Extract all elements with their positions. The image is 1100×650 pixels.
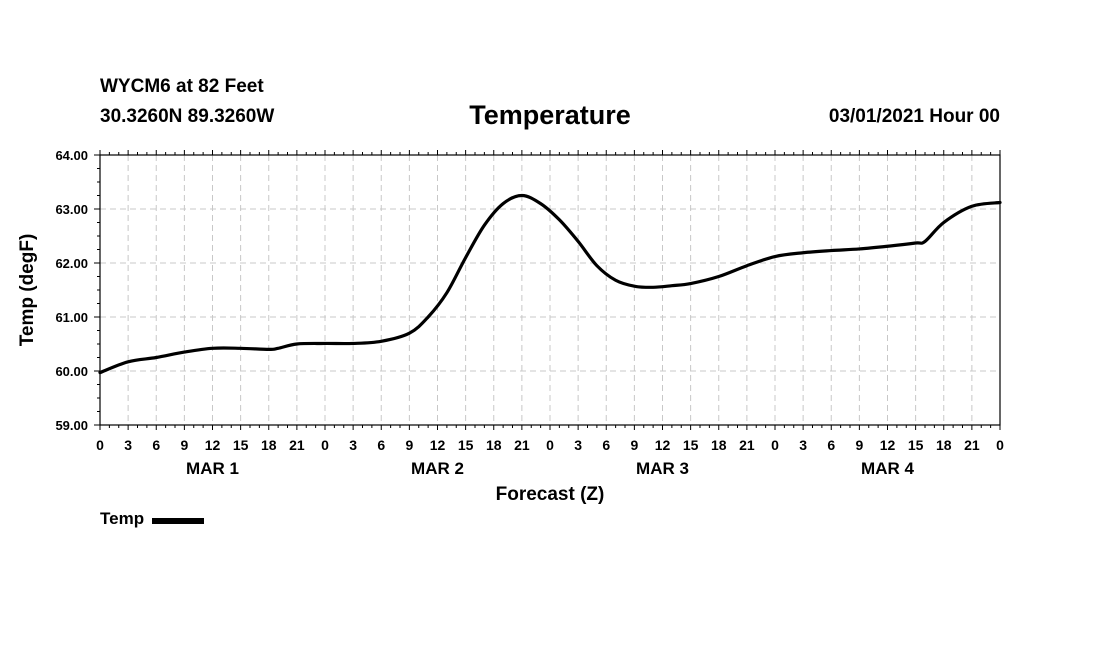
chart-title: Temperature (469, 100, 631, 130)
day-labels: MAR 1 MAR 2 MAR 3 MAR 4 (186, 459, 914, 478)
x-tick-label: 18 (486, 437, 502, 453)
x-tick-label: 3 (574, 437, 582, 453)
x-tick-label: 18 (711, 437, 727, 453)
x-tick-label: 0 (96, 437, 104, 453)
x-tick-label: 3 (799, 437, 807, 453)
x-tick-label: 6 (152, 437, 160, 453)
x-tick-label: 9 (630, 437, 638, 453)
x-tick-label: 0 (546, 437, 554, 453)
x-tick-label: 0 (996, 437, 1004, 453)
day-label: MAR 4 (861, 459, 914, 478)
x-tick-label: 12 (205, 437, 221, 453)
x-tick-label: 21 (289, 437, 305, 453)
x-tick-label: 12 (880, 437, 896, 453)
y-tick-label: 63.00 (55, 202, 88, 217)
y-axis-label: Temp (degF) (17, 234, 38, 347)
x-axis-label: Forecast (Z) (496, 484, 605, 505)
x-tick-label: 6 (827, 437, 835, 453)
x-tick-label: 15 (458, 437, 474, 453)
y-tick-label: 60.00 (55, 364, 88, 379)
x-tick-label: 15 (908, 437, 924, 453)
x-tick-label: 0 (321, 437, 329, 453)
x-tick-label: 18 (261, 437, 277, 453)
x-tick-label: 18 (936, 437, 952, 453)
day-label: MAR 2 (411, 459, 464, 478)
legend-label: Temp (100, 509, 145, 528)
x-tick-label: 9 (405, 437, 413, 453)
x-tick-label: 21 (739, 437, 755, 453)
x-tick-labels: 0 3 6 9 12 15 18 21 0 3 6 9 12 15 18 21 0 3 6 9 12 15 18 21 0 3 6 9… (96, 437, 1004, 453)
x-tick-label: 3 (124, 437, 132, 453)
x-tick-label: 21 (964, 437, 980, 453)
station-coordinates: 30.3260N 89.3260W (100, 106, 275, 127)
axis-ticks (94, 150, 1001, 430)
x-tick-label: 6 (377, 437, 385, 453)
x-tick-label: 9 (180, 437, 188, 453)
forecast-datetime: 03/01/2021 Hour 00 (828, 106, 1000, 127)
y-tick-label: 62.00 (55, 256, 88, 271)
y-tick-label: 59.00 (55, 418, 88, 433)
temp-series-line (98, 193, 1002, 375)
day-label: MAR 3 (636, 459, 689, 478)
x-tick-label: 15 (683, 437, 699, 453)
day-label: MAR 1 (186, 459, 239, 478)
legend-swatch (152, 517, 205, 524)
x-tick-label: 0 (771, 437, 779, 453)
x-tick-label: 6 (602, 437, 610, 453)
x-tick-label: 12 (430, 437, 446, 453)
x-tick-label: 21 (514, 437, 530, 453)
x-tick-label: 12 (655, 437, 671, 453)
station-name: WYCM6 at 82 Feet (100, 76, 264, 97)
x-tick-label: 3 (349, 437, 357, 453)
grid-lines (100, 155, 1000, 425)
y-tick-label: 64.00 (55, 148, 88, 163)
y-tick-label: 61.00 (55, 310, 88, 325)
x-tick-label: 9 (855, 437, 863, 453)
x-tick-label: 15 (233, 437, 249, 453)
y-tick-labels: 59.00 60.00 61.00 62.00 63.00 64.00 (55, 148, 88, 433)
legend: Temp (100, 509, 205, 529)
